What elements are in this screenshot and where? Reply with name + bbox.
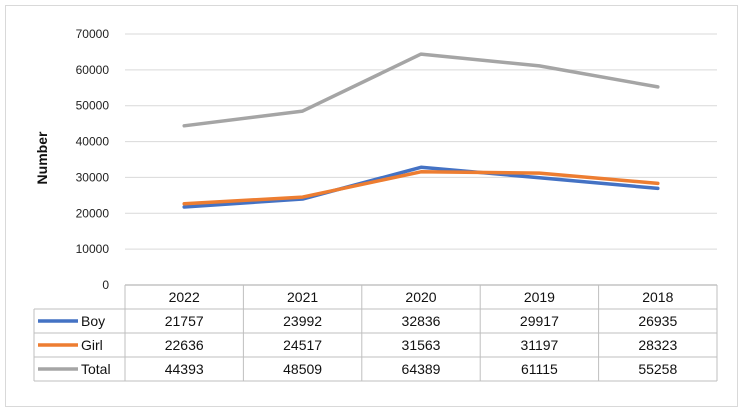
data-table: 2022 2021 2020 2019 2018 Boy 21757 23992 32836 29…	[33, 284, 718, 382]
series-lines	[182, 52, 660, 209]
gridlines	[125, 33, 717, 250]
x-tick-label: 2020	[405, 289, 436, 305]
y-tick-label: 30000	[76, 170, 110, 184]
legend-label-boy: Boy	[81, 313, 105, 329]
data-label: 48509	[283, 361, 322, 377]
y-tick-label: 50000	[76, 99, 110, 113]
data-label: 24517	[283, 337, 322, 353]
chart-frame	[5, 5, 738, 407]
x-tick-label: 2022	[169, 289, 200, 305]
data-label: 44393	[165, 361, 204, 377]
series-line-total	[182, 52, 660, 128]
y-tick-label: 60000	[76, 63, 110, 77]
legend-label-girl: Girl	[81, 337, 103, 353]
y-tick-label: 40000	[76, 135, 110, 149]
data-label: 21757	[165, 313, 204, 329]
data-label: 22636	[165, 337, 204, 353]
series-line-boy	[182, 165, 660, 209]
y-axis-title: Number	[34, 131, 50, 184]
data-label: 23992	[283, 313, 322, 329]
data-label: 32836	[402, 313, 441, 329]
data-label: 55258	[638, 361, 677, 377]
data-label: 29917	[520, 313, 559, 329]
data-label: 26935	[638, 313, 677, 329]
x-tick-label: 2018	[642, 289, 673, 305]
x-tick-label: 2019	[524, 289, 555, 305]
data-label: 31197	[520, 337, 558, 353]
x-tick-label: 2021	[287, 289, 318, 305]
data-label: 28323	[638, 337, 677, 353]
y-tick-label: 20000	[76, 206, 110, 220]
data-label: 31563	[402, 337, 441, 353]
series-line-girl	[182, 170, 660, 206]
data-label: 61115	[521, 361, 558, 377]
y-tick-label: 0	[102, 278, 109, 292]
data-label: 64389	[402, 361, 441, 377]
y-tick-label: 10000	[76, 242, 110, 256]
y-tick-label: 70000	[76, 27, 110, 41]
legend-label-total: Total	[81, 361, 111, 377]
y-axis-ticks: 0 10000 20000 30000 40000 50000 60000 70000	[76, 27, 110, 292]
